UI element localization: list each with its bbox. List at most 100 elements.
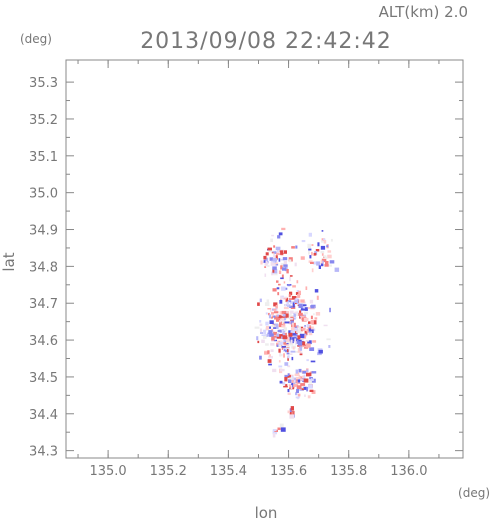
echo-point bbox=[299, 346, 303, 351]
echo-point bbox=[273, 337, 276, 341]
echo-point bbox=[324, 264, 329, 267]
echo-point bbox=[298, 368, 302, 373]
echo-point bbox=[315, 249, 320, 252]
y-tick-label: 34.8 bbox=[29, 260, 58, 275]
echo-point bbox=[263, 257, 269, 262]
y-tick-label: 34.4 bbox=[29, 408, 58, 423]
echo-point bbox=[268, 363, 272, 366]
echo-point bbox=[309, 389, 314, 392]
echo-point bbox=[329, 307, 331, 313]
echo-point bbox=[277, 329, 282, 333]
echo-point bbox=[282, 382, 286, 385]
echo-point bbox=[297, 351, 302, 353]
echo-point bbox=[320, 263, 324, 267]
echo-point bbox=[312, 253, 315, 256]
echo-point bbox=[286, 345, 291, 348]
echo-point bbox=[278, 334, 283, 337]
echo-point bbox=[275, 246, 281, 251]
x-tick-label: 135.8 bbox=[330, 464, 367, 479]
echo-point bbox=[303, 335, 307, 339]
echo-point bbox=[330, 238, 333, 242]
axis-ticks: 135.0 135.2 135.4 135.6 135.8 136.0 34.3 34.4 34… bbox=[29, 60, 463, 479]
echo-point bbox=[284, 349, 286, 351]
echo-point bbox=[311, 320, 317, 325]
echo-point bbox=[271, 324, 275, 328]
echo-point bbox=[311, 268, 314, 273]
echo-point bbox=[295, 369, 298, 374]
echo-point bbox=[273, 309, 277, 311]
echo-point bbox=[329, 260, 335, 264]
echo-point bbox=[297, 335, 301, 340]
echo-point bbox=[299, 386, 304, 390]
echo-point bbox=[269, 257, 274, 261]
echo-point bbox=[288, 342, 294, 346]
echo-point bbox=[270, 261, 276, 266]
echo-point bbox=[290, 406, 294, 411]
echo-point bbox=[309, 377, 313, 380]
echo-point bbox=[260, 332, 263, 334]
echo-point bbox=[278, 348, 281, 353]
echo-point bbox=[304, 394, 306, 397]
echo-point bbox=[289, 305, 293, 308]
echo-point bbox=[284, 377, 288, 382]
echo-point bbox=[273, 323, 279, 326]
echo-point bbox=[296, 388, 299, 393]
echo-point bbox=[283, 250, 287, 254]
echo-point bbox=[286, 311, 288, 316]
echo-point bbox=[311, 326, 314, 330]
echo-point bbox=[303, 378, 309, 383]
echo-point bbox=[271, 336, 275, 341]
echo-point bbox=[297, 341, 303, 346]
echo-point bbox=[272, 269, 278, 274]
echo-point bbox=[264, 302, 270, 306]
echo-point bbox=[323, 238, 326, 240]
echo-point bbox=[289, 315, 295, 317]
echo-point bbox=[308, 260, 313, 263]
echo-point bbox=[280, 258, 285, 261]
echo-point bbox=[264, 351, 269, 355]
echo-point bbox=[257, 340, 260, 344]
echo-point bbox=[278, 323, 283, 328]
echo-point bbox=[298, 290, 301, 295]
echo-point bbox=[276, 287, 280, 290]
echo-point bbox=[309, 299, 314, 304]
echo-point bbox=[292, 333, 298, 337]
echo-point bbox=[292, 302, 295, 306]
echo-point bbox=[287, 365, 291, 368]
echo-point bbox=[288, 298, 293, 300]
echo-point bbox=[267, 308, 272, 310]
y-tick-label: 34.5 bbox=[29, 371, 58, 386]
echo-point bbox=[311, 244, 314, 246]
echo-point bbox=[294, 341, 297, 345]
echo-point bbox=[287, 304, 291, 307]
echo-point bbox=[296, 385, 302, 390]
echo-point bbox=[272, 429, 277, 432]
echo-point bbox=[291, 296, 297, 300]
echo-point bbox=[301, 328, 306, 331]
echo-point bbox=[272, 266, 277, 270]
echo-point bbox=[282, 296, 288, 299]
echo-point bbox=[293, 316, 297, 319]
echo-point bbox=[303, 347, 309, 349]
echo-point bbox=[316, 261, 321, 266]
echo-point bbox=[295, 245, 298, 249]
echo-point bbox=[287, 349, 289, 353]
echo-point bbox=[283, 385, 288, 388]
echo-point bbox=[307, 306, 311, 309]
echo-point bbox=[291, 379, 294, 384]
echo-point bbox=[281, 295, 284, 298]
altitude-label: ALT(km) 2.0 bbox=[379, 3, 468, 21]
x-tick-label: 135.4 bbox=[210, 464, 247, 479]
echo-point bbox=[292, 346, 295, 350]
echo-point bbox=[307, 329, 312, 333]
echo-point bbox=[267, 359, 272, 363]
echo-point bbox=[259, 328, 263, 333]
echo-point bbox=[257, 302, 260, 306]
echo-point bbox=[294, 311, 298, 314]
echo-point bbox=[321, 258, 327, 263]
echo-point bbox=[334, 267, 340, 272]
echo-point bbox=[281, 227, 286, 231]
echo-point bbox=[303, 311, 308, 315]
echo-point bbox=[287, 355, 290, 359]
echo-point bbox=[281, 330, 284, 334]
